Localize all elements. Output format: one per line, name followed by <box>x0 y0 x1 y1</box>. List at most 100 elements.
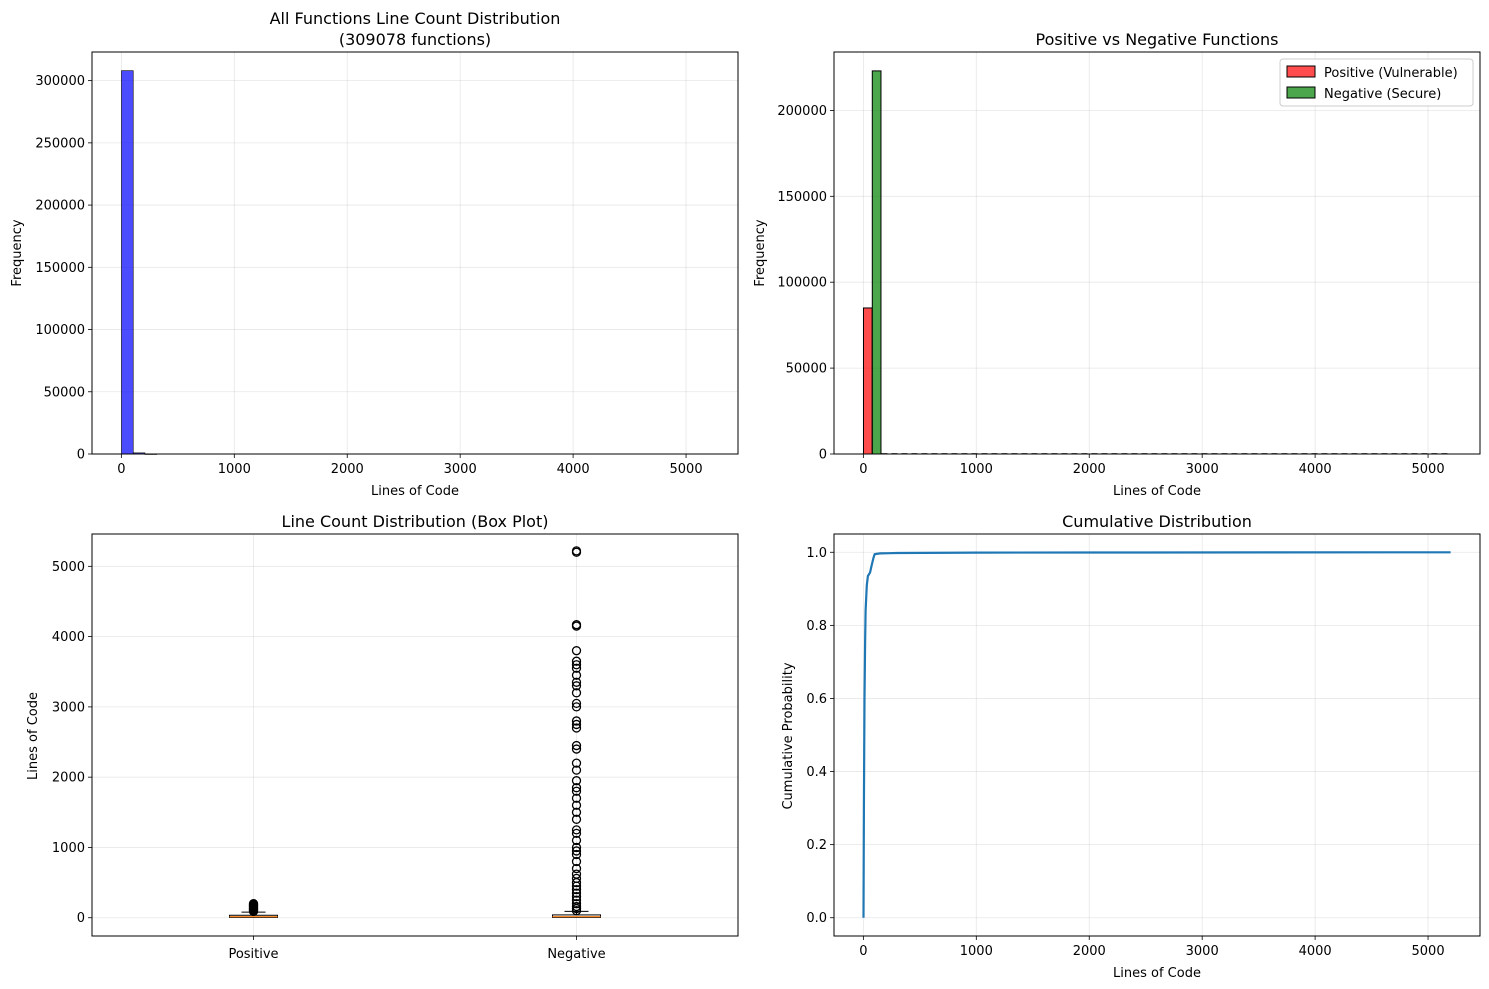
y-tick-label: 0 <box>77 448 85 463</box>
box-outlier <box>571 670 582 680</box>
y-tick-label: 5000 <box>52 560 85 575</box>
x-axis-label: Lines of Code <box>371 484 459 499</box>
y-axis-label: Frequency <box>10 219 25 286</box>
box-plots <box>229 546 601 918</box>
y-tick-label: 150000 <box>35 261 85 276</box>
x-tick-label: 1000 <box>960 462 993 477</box>
y-tick-label: 3000 <box>52 700 85 715</box>
x-tick-label: 2000 <box>1073 944 1106 959</box>
y-tick-label: 300000 <box>35 74 85 89</box>
x-axis-label: Lines of Code <box>1113 484 1201 499</box>
histogram-bar <box>871 70 882 455</box>
panel-all-functions-histogram: All Functions Line Count Distribution (3… <box>10 9 739 499</box>
x-tick-label: 5000 <box>670 462 703 477</box>
y-tick-label: 4000 <box>52 630 85 645</box>
y-axis-label: Frequency <box>753 219 768 286</box>
y-tick-label: 0.2 <box>806 838 827 853</box>
box-outlier <box>571 660 582 670</box>
histogram-bar <box>121 70 134 455</box>
histogram-bars <box>862 70 1451 455</box>
chart-title: Line Count Distribution (Box Plot) <box>282 512 549 531</box>
y-ticks: 0 50000 100000 150000 200000 250000 300000 <box>35 74 92 463</box>
legend-swatch-negative <box>1286 86 1316 99</box>
plot-frame <box>91 533 739 937</box>
y-tick-label: 50000 <box>786 362 827 377</box>
box-outlier <box>571 783 582 793</box>
box-outlier <box>571 814 582 824</box>
histogram-bars <box>121 70 158 455</box>
y-tick-label: 0.8 <box>806 619 827 634</box>
box-outlier <box>571 719 582 730</box>
box-outlier <box>571 793 582 803</box>
box-outlier <box>571 620 582 630</box>
box-outlier <box>571 884 582 895</box>
box-outlier <box>571 656 582 666</box>
panel-positive-vs-negative: Positive vs Negative Functions 0 1000 2000… <box>753 30 1481 499</box>
chart-title: All Functions Line Count Distribution <box>270 9 561 28</box>
y-tick-label: 100000 <box>35 323 85 338</box>
x-tick-label: 1000 <box>960 944 993 959</box>
plot-frame <box>833 533 1481 937</box>
x-ticks: 0 1000 2000 3000 4000 5000 <box>859 936 1445 959</box>
grid-lines <box>834 534 1480 936</box>
y-tick-label: 200000 <box>777 104 827 119</box>
grid-lines <box>92 534 738 936</box>
x-axis-label: Lines of Code <box>1113 966 1201 981</box>
box-outlier <box>571 849 582 860</box>
box-outlier <box>571 776 582 786</box>
y-ticks: 0 1000 2000 3000 4000 5000 <box>52 560 92 926</box>
x-tick-label: Negative <box>547 947 605 962</box>
box-outlier <box>571 702 582 712</box>
x-tick-label: 0 <box>117 462 125 477</box>
box-outlier <box>571 863 582 874</box>
box-outlier <box>571 901 582 912</box>
box-outlier <box>571 688 582 698</box>
box-outlier <box>571 765 582 775</box>
x-tick-label: 4000 <box>557 462 590 477</box>
x-tick-label: 2000 <box>1073 462 1106 477</box>
box-outlier <box>571 856 582 867</box>
chart-subtitle: (309078 functions) <box>339 30 491 49</box>
y-tick-label: 0.0 <box>806 911 827 926</box>
y-tick-label: 1000 <box>52 841 85 856</box>
y-ticks: 0.0 0.2 0.4 0.6 0.8 1.0 <box>806 546 834 926</box>
x-tick-label: 5000 <box>1412 944 1445 959</box>
cdf-line <box>862 551 1451 918</box>
y-axis-label: Cumulative Probability <box>781 662 796 809</box>
y-tick-label: 50000 <box>44 385 85 400</box>
x-tick-label: 1000 <box>218 462 251 477</box>
box-outlier <box>571 873 582 884</box>
x-ticks: 0 1000 2000 3000 4000 5000 <box>117 454 703 477</box>
x-ticks: 0 1000 2000 3000 4000 5000 <box>859 454 1445 477</box>
plot-frame <box>91 51 739 455</box>
y-tick-label: 2000 <box>52 771 85 786</box>
box-outlier <box>571 807 582 817</box>
y-tick-label: 200000 <box>35 199 85 214</box>
box-outlier <box>571 663 582 673</box>
box-outlier <box>571 740 582 751</box>
box-outlier <box>571 888 582 898</box>
x-tick-label: Positive <box>228 947 278 962</box>
y-ticks: 0 50000 100000 150000 200000 <box>777 104 834 463</box>
y-tick-label: 100000 <box>777 276 827 291</box>
box-outlier <box>571 828 582 839</box>
legend-label-positive: Positive (Vulnerable) <box>1324 66 1458 81</box>
y-tick-label: 0 <box>77 911 85 926</box>
x-tick-label: 2000 <box>331 462 364 477</box>
box-outlier <box>571 698 582 709</box>
box-outlier <box>571 744 582 754</box>
y-tick-label: 0 <box>819 448 827 463</box>
histogram-bar <box>862 307 873 455</box>
box-outlier <box>571 646 582 656</box>
box-outlier <box>571 546 582 556</box>
x-tick-label: 4000 <box>1299 462 1332 477</box>
box-outlier <box>571 835 582 846</box>
box-outlier <box>571 825 582 835</box>
y-tick-label: 1.0 <box>806 546 827 561</box>
box-outlier <box>571 786 582 796</box>
legend-frame <box>1279 58 1474 107</box>
x-tick-label: 5000 <box>1412 462 1445 477</box>
y-tick-label: 150000 <box>777 190 827 205</box>
chart-title: Positive vs Negative Functions <box>1036 30 1279 49</box>
